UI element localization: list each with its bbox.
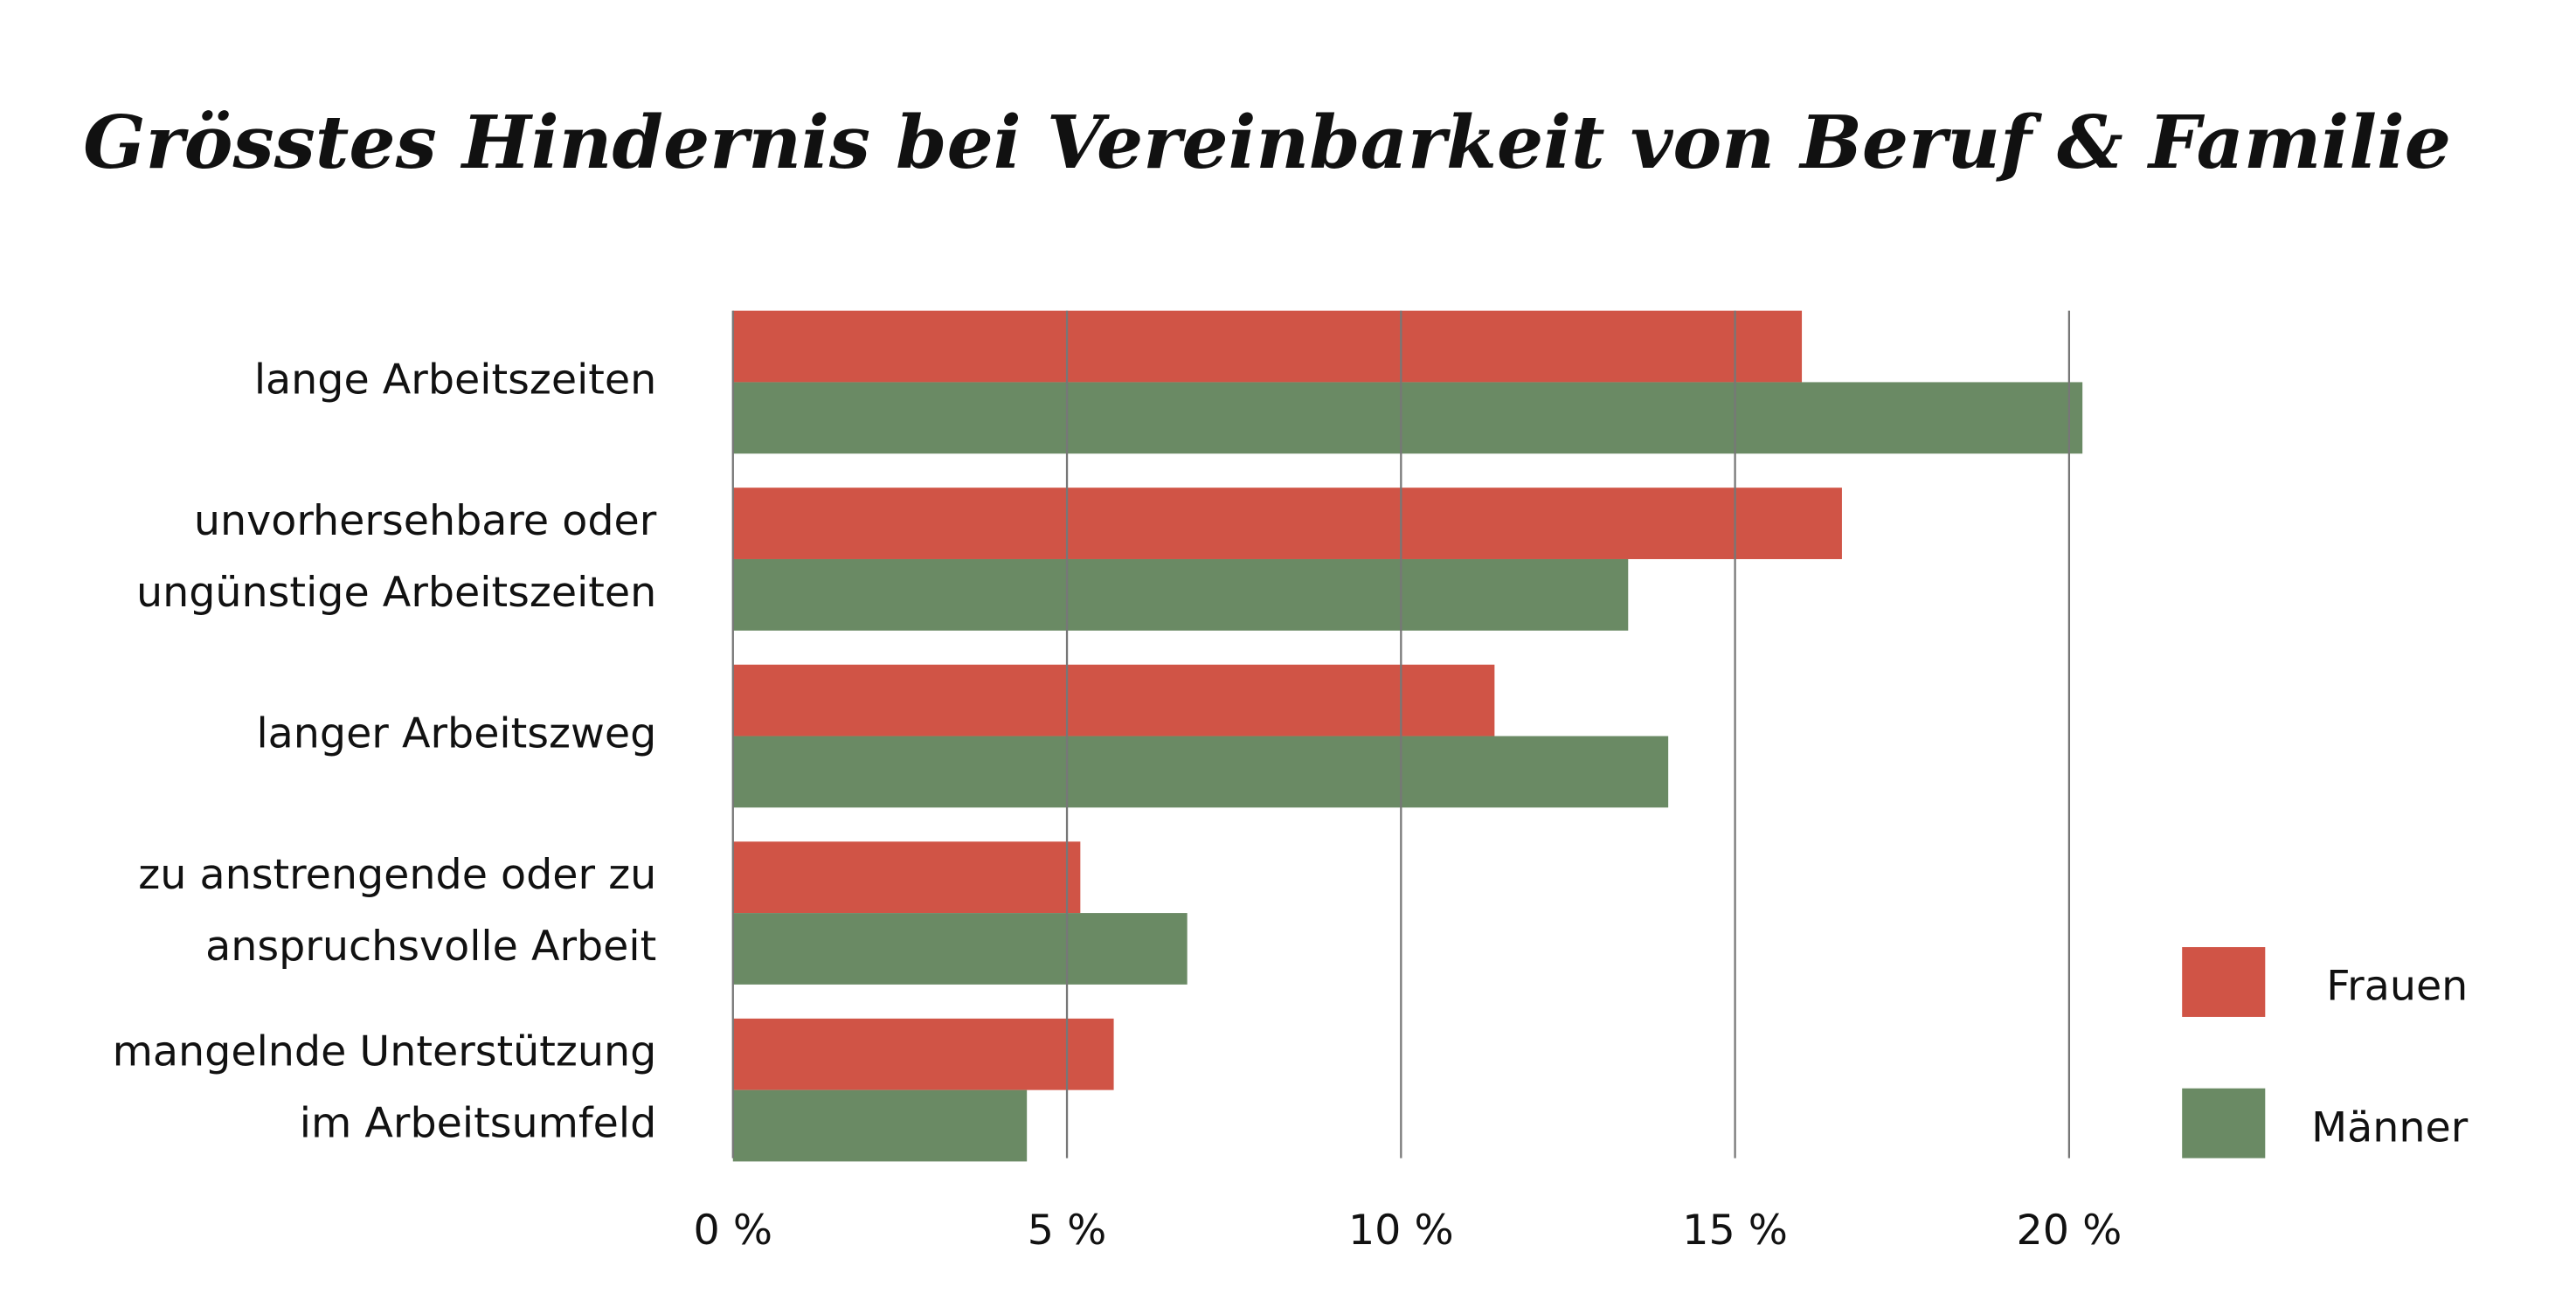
x-tick-label: 20 % (2016, 1207, 2122, 1255)
y-tick-label: im Arbeitsumfeld (300, 1100, 656, 1148)
bar (732, 736, 1669, 808)
y-tick-label: lange Arbeitszeiten (254, 356, 656, 404)
legend-label: Männer (2311, 1103, 2469, 1151)
bar (732, 310, 1803, 383)
bar (732, 382, 2083, 454)
legend-swatch (2182, 1088, 2266, 1158)
bar (732, 841, 1081, 914)
y-tick-label: langer Arbeitszweg (256, 710, 656, 758)
bar (732, 1018, 1114, 1090)
bar (732, 488, 1842, 559)
y-tick-label: zu anstrengende oder zu (138, 851, 656, 899)
y-tick-label: anspruchsvolle Arbeit (205, 923, 656, 971)
y-tick-label: unvorhersehbare oder (194, 497, 657, 545)
bar (732, 664, 1495, 737)
y-tick-label: ungünstige Arbeitszeiten (136, 569, 656, 617)
legend-swatch (2182, 947, 2266, 1017)
y-tick-label: mangelnde Unterstützung (113, 1028, 657, 1076)
chart-title: Grösstes Hindernis bei Vereinbarkeit von… (83, 99, 2451, 185)
legend-label: Frauen (2326, 963, 2468, 1011)
bar (732, 558, 1629, 631)
x-tick-label: 10 % (1348, 1207, 1454, 1255)
x-tick-label: 5 % (1028, 1207, 1107, 1255)
x-tick-label: 15 % (1682, 1207, 1788, 1255)
x-tick-label: 0 % (694, 1207, 773, 1255)
bar (732, 1089, 1028, 1162)
bar (732, 913, 1188, 985)
